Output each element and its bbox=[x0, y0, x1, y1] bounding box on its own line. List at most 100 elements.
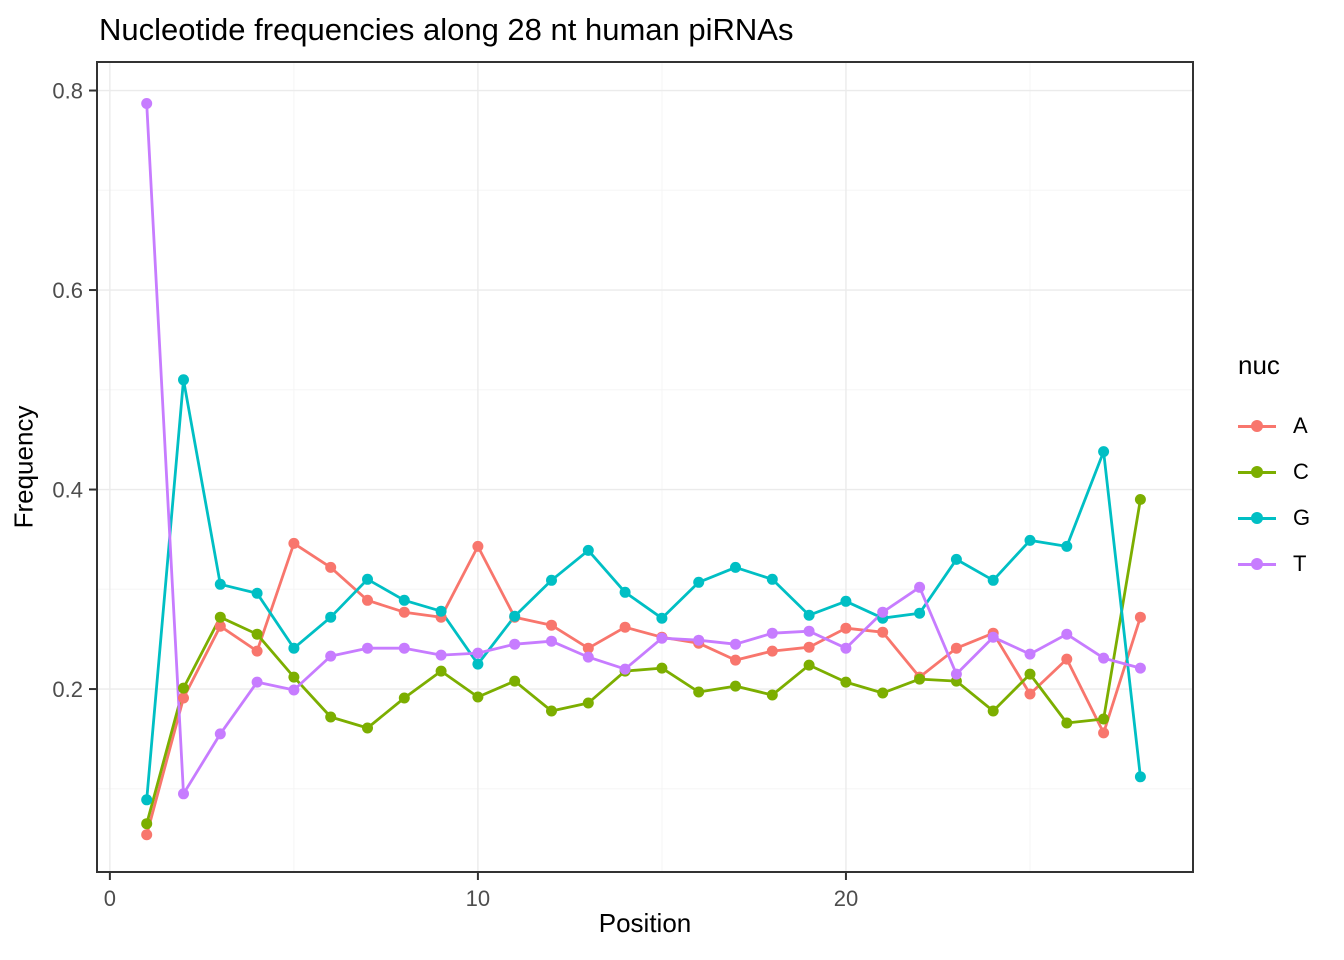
legend-item-T: T bbox=[1238, 541, 1310, 587]
point-G-12 bbox=[546, 574, 557, 586]
point-G-24 bbox=[987, 574, 999, 586]
point-C-17 bbox=[730, 680, 741, 692]
point-G-27 bbox=[1098, 446, 1110, 458]
legend-key-icon-C bbox=[1238, 466, 1276, 478]
point-A-3 bbox=[214, 620, 226, 632]
point-C-20 bbox=[840, 676, 852, 688]
point-G-23 bbox=[950, 553, 962, 565]
legend-key-icon-G bbox=[1238, 512, 1276, 524]
series-line-G bbox=[145, 378, 1142, 800]
point-G-7 bbox=[362, 573, 373, 585]
legend-key-dot-A bbox=[1251, 420, 1263, 432]
series-line-C bbox=[145, 499, 1142, 825]
legend-title: nuc bbox=[1238, 350, 1280, 380]
legend-item-C: C bbox=[1238, 449, 1310, 495]
point-T-12 bbox=[546, 635, 557, 647]
point-G-18 bbox=[766, 573, 778, 585]
point-T-9 bbox=[435, 649, 447, 661]
point-T-16 bbox=[693, 634, 705, 646]
point-C-18 bbox=[766, 689, 778, 701]
point-C-15 bbox=[656, 662, 668, 674]
point-T-21 bbox=[877, 606, 889, 618]
x-tick-label: 0 bbox=[104, 886, 116, 911]
point-T-20 bbox=[840, 642, 852, 654]
point-G-3 bbox=[214, 578, 226, 590]
point-G-16 bbox=[693, 576, 705, 588]
point-T-22 bbox=[914, 581, 926, 593]
y-tick-label: 0.2 bbox=[52, 677, 83, 702]
legend-key-dot-C bbox=[1251, 466, 1263, 478]
point-T-10 bbox=[472, 647, 484, 659]
point-G-26 bbox=[1061, 540, 1073, 552]
chart-title: Nucleotide frequencies along 28 nt human… bbox=[99, 12, 794, 47]
point-C-25 bbox=[1024, 668, 1036, 680]
point-C-21 bbox=[877, 687, 889, 699]
point-A-7 bbox=[362, 594, 373, 606]
point-C-7 bbox=[362, 722, 373, 734]
point-C-5 bbox=[288, 671, 300, 683]
point-A-12 bbox=[546, 619, 557, 631]
point-C-16 bbox=[693, 686, 705, 698]
point-G-4 bbox=[251, 587, 263, 599]
panel-background bbox=[97, 62, 1193, 872]
point-G-17 bbox=[730, 561, 741, 573]
point-C-27 bbox=[1098, 713, 1110, 725]
panel-border bbox=[96, 61, 1194, 873]
point-C-4 bbox=[251, 628, 263, 640]
point-T-27 bbox=[1098, 652, 1110, 664]
point-C-1 bbox=[141, 818, 153, 830]
point-G-1 bbox=[141, 794, 153, 806]
point-A-4 bbox=[251, 645, 263, 657]
point-C-13 bbox=[582, 697, 594, 709]
legend-item-A: A bbox=[1238, 403, 1310, 449]
point-A-21 bbox=[877, 626, 889, 638]
point-G-11 bbox=[509, 610, 521, 622]
legend-key-dot-G bbox=[1251, 512, 1263, 524]
series-line-A bbox=[145, 542, 1142, 836]
point-T-6 bbox=[325, 650, 337, 662]
x-axis-title: Position bbox=[598, 908, 692, 938]
point-T-1 bbox=[141, 98, 153, 109]
x-tick-label: 10 bbox=[466, 886, 490, 911]
legend-key-dot-T bbox=[1251, 558, 1263, 570]
point-T-28 bbox=[1134, 662, 1146, 674]
point-C-24 bbox=[987, 705, 999, 717]
point-T-17 bbox=[730, 638, 741, 650]
point-T-18 bbox=[766, 627, 778, 639]
point-C-10 bbox=[472, 691, 484, 703]
point-T-25 bbox=[1024, 648, 1036, 660]
point-G-19 bbox=[803, 609, 815, 621]
legend-label-A: A bbox=[1293, 413, 1308, 438]
point-C-12 bbox=[546, 705, 557, 717]
point-T-5 bbox=[288, 684, 300, 696]
point-G-2 bbox=[178, 374, 189, 386]
legend-label-C: C bbox=[1293, 459, 1309, 484]
point-T-23 bbox=[950, 668, 962, 680]
point-T-13 bbox=[582, 651, 594, 663]
point-A-2 bbox=[178, 692, 189, 704]
point-G-15 bbox=[656, 612, 668, 624]
point-T-19 bbox=[803, 625, 815, 637]
point-C-9 bbox=[435, 665, 447, 677]
point-T-26 bbox=[1061, 628, 1073, 640]
point-G-6 bbox=[325, 611, 337, 623]
point-G-28 bbox=[1134, 771, 1146, 783]
legend-label-G: G bbox=[1293, 505, 1311, 530]
point-G-20 bbox=[840, 595, 852, 607]
point-A-17 bbox=[730, 654, 741, 666]
legend-key-icon-T bbox=[1238, 558, 1276, 570]
legend-key-icon-A bbox=[1238, 420, 1276, 432]
point-T-4 bbox=[251, 676, 263, 688]
point-A-28 bbox=[1134, 611, 1146, 623]
y-tick-label: 0.8 bbox=[52, 79, 83, 104]
point-C-22 bbox=[914, 673, 926, 685]
point-T-2 bbox=[178, 788, 189, 800]
point-A-26 bbox=[1061, 653, 1073, 665]
series-line-T bbox=[145, 103, 1141, 796]
point-T-24 bbox=[987, 631, 999, 643]
point-A-13 bbox=[582, 642, 594, 654]
